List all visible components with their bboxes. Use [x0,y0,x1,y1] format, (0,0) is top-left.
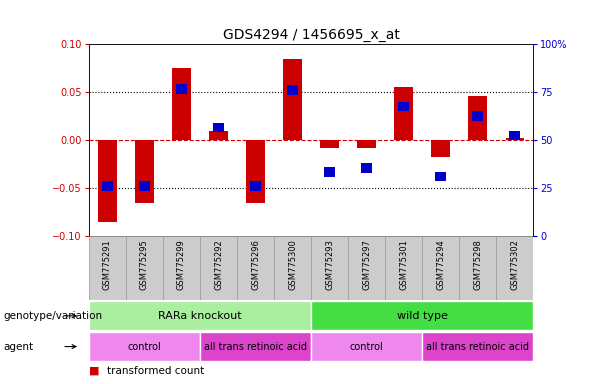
Bar [398,102,409,111]
Bar [394,87,413,140]
Text: RARa knockout: RARa knockout [158,311,242,321]
Text: GSM775302: GSM775302 [510,239,519,290]
FancyBboxPatch shape [311,332,422,361]
FancyBboxPatch shape [200,332,311,361]
FancyBboxPatch shape [385,236,422,300]
Bar [361,163,372,173]
FancyBboxPatch shape [163,236,200,300]
Text: GSM775299: GSM775299 [177,239,186,290]
Bar [209,131,228,140]
FancyBboxPatch shape [89,332,200,361]
Text: agent: agent [3,341,33,352]
Bar [357,140,376,148]
Bar [213,123,224,132]
FancyBboxPatch shape [200,236,237,300]
Bar [509,131,520,140]
FancyBboxPatch shape [89,236,126,300]
Bar [135,140,154,203]
Bar [435,172,446,181]
Text: control: control [128,341,161,352]
Bar [287,85,298,95]
Bar [172,68,191,140]
FancyBboxPatch shape [422,236,459,300]
Text: all trans retinoic acid: all trans retinoic acid [426,341,529,352]
Text: GSM775293: GSM775293 [325,239,334,290]
FancyBboxPatch shape [422,332,533,361]
FancyBboxPatch shape [89,301,311,330]
Text: GSM775297: GSM775297 [362,239,371,290]
FancyBboxPatch shape [459,236,497,300]
FancyBboxPatch shape [126,236,163,300]
Text: genotype/variation: genotype/variation [3,311,102,321]
FancyBboxPatch shape [311,236,348,300]
FancyBboxPatch shape [311,301,533,330]
Title: GDS4294 / 1456695_x_at: GDS4294 / 1456695_x_at [223,28,400,42]
Text: wild type: wild type [397,311,447,321]
Bar [321,140,339,148]
Text: GSM775294: GSM775294 [436,239,445,290]
Text: GSM775295: GSM775295 [140,239,149,290]
Bar [98,140,116,222]
Text: GSM775298: GSM775298 [473,239,482,290]
Text: GSM775296: GSM775296 [251,239,260,290]
Bar [246,140,265,203]
FancyBboxPatch shape [497,236,533,300]
Bar [283,58,302,140]
Text: GSM775291: GSM775291 [103,239,112,290]
Text: ■: ■ [89,366,99,376]
Bar [506,138,524,140]
Text: all trans retinoic acid: all trans retinoic acid [204,341,307,352]
Text: GSM775300: GSM775300 [288,239,297,290]
FancyBboxPatch shape [237,236,274,300]
Bar [250,181,261,191]
Text: control: control [350,341,384,352]
Bar [432,140,450,157]
Bar [139,181,150,191]
Bar [102,181,113,191]
FancyBboxPatch shape [274,236,311,300]
Bar [176,84,187,94]
Text: GSM775292: GSM775292 [214,239,223,290]
FancyBboxPatch shape [348,236,385,300]
Bar [324,167,335,177]
Text: transformed count: transformed count [107,366,205,376]
Text: GSM775301: GSM775301 [399,239,408,290]
Bar [468,96,487,140]
Bar [472,111,483,121]
